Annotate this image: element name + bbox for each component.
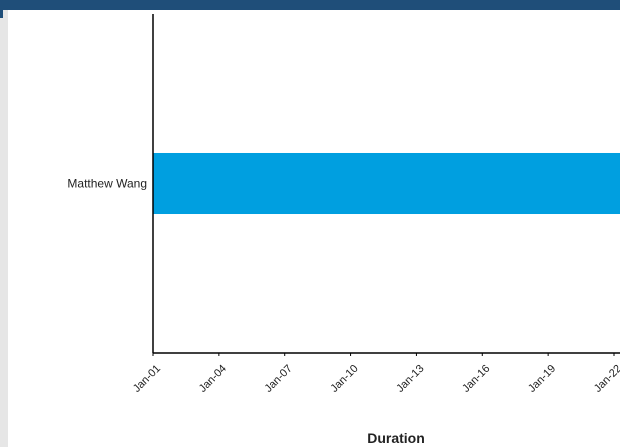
- side-panel-strip: [0, 10, 8, 447]
- x-tick-label: Jan-01: [131, 363, 163, 395]
- x-tick-label: Jan-13: [394, 363, 426, 395]
- gantt-bar: [153, 152, 620, 215]
- side-panel-accent: [0, 10, 3, 18]
- x-tick-label: Jan-10: [328, 363, 360, 395]
- category-label: Matthew Wang: [67, 177, 147, 191]
- x-tick-labels: Jan-01 Jan-04 Jan-07 Jan-10 Jan-13 Jan-16 Jan-…: [131, 353, 620, 395]
- x-axis-title: Duration: [367, 430, 425, 446]
- x-tick-label: Jan-04: [197, 363, 229, 395]
- x-tick-label: Jan-07: [263, 363, 295, 395]
- category-labels: Matthew Wang: [67, 177, 147, 191]
- x-tick-label: Jan-22: [592, 363, 620, 395]
- bars-layer: [153, 152, 620, 215]
- x-tick-label: Jan-19: [526, 363, 558, 395]
- header-bar: [0, 0, 620, 10]
- x-tick-label: Jan-16: [460, 363, 492, 395]
